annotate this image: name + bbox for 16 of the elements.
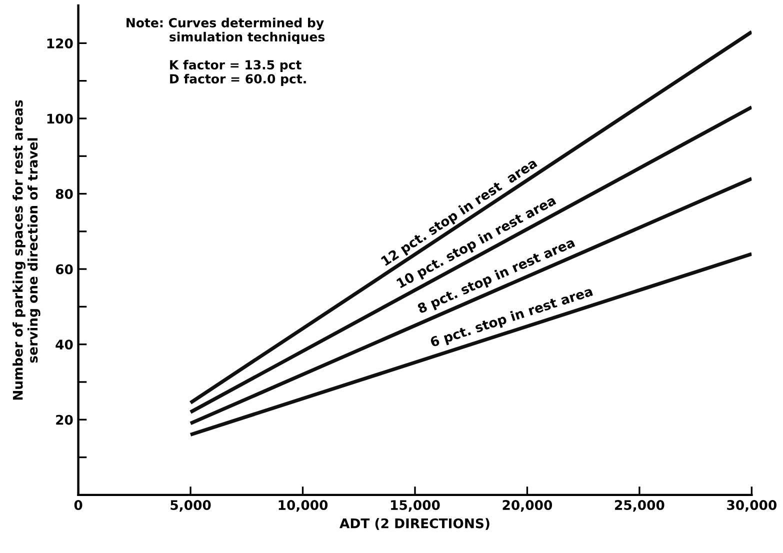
y-tick-label: 100 xyxy=(47,114,73,124)
x-tick-label: 20,000 xyxy=(502,500,552,512)
y-tick-label: 60 xyxy=(56,264,73,274)
x-tick-label: 30,000 xyxy=(727,500,777,512)
x-tick-label: 5,000 xyxy=(170,500,211,512)
text: Note: Curves determined by simulation techniques K factor = 13.5 pct D factor = 60.0 pct. xyxy=(126,18,325,86)
y-tick-label: 120 xyxy=(47,38,73,48)
x-tick-label: 10,000 xyxy=(278,500,328,512)
y-tick-label: 20 xyxy=(56,414,73,425)
y-axis-title: Number of parking spaces for rest areas serving one direction of travel xyxy=(12,100,40,400)
y-tick-label: 80 xyxy=(56,188,73,199)
y-tick-label: 40 xyxy=(56,340,73,350)
x-tick-label: 0 xyxy=(74,500,82,510)
x-tick-label: 25,000 xyxy=(615,500,664,512)
x-tick-label: 15,000 xyxy=(391,500,440,512)
x-axis-title: ADT (2 DIRECTIONS) xyxy=(340,518,490,530)
